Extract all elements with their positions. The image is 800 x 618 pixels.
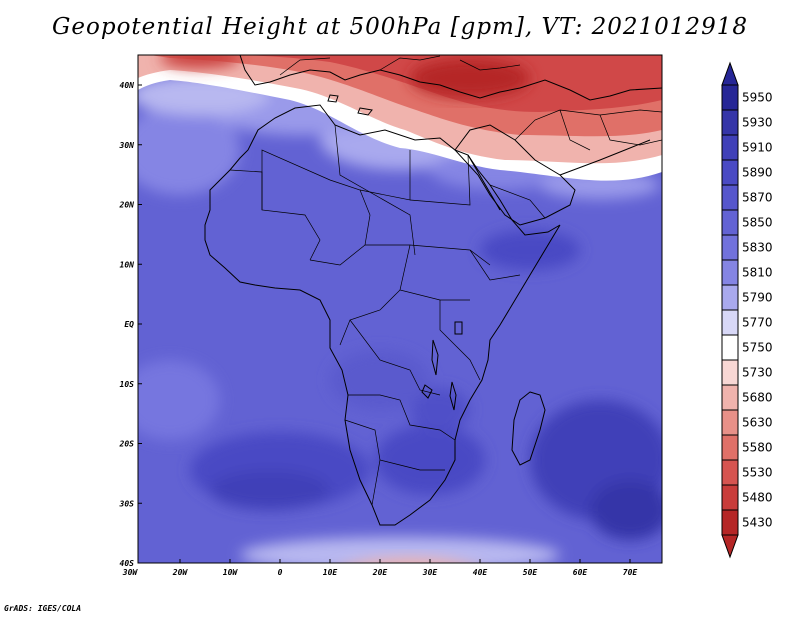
colorbar-label-5580: 5580: [742, 441, 773, 455]
colorbar-swatch-5810: [721, 259, 739, 286]
colorbar-label-5530: 5530: [742, 466, 773, 480]
colorbar-label-5680: 5680: [742, 391, 773, 405]
longitude-labels: 30W 20W 10W 0 10E 20E 30E 40E 50E 60E 70E: [122, 568, 638, 577]
lon-label-2: 10W: [223, 568, 239, 577]
colorbar-swatch-5890: [721, 159, 739, 186]
colorbar-swatch-5730: [721, 359, 739, 386]
lon-label-3: 0: [278, 568, 283, 577]
lat-label-4: EQ: [124, 320, 134, 329]
colorbar-swatch-5870: [721, 184, 739, 211]
colorbar-swatch-5680: [721, 384, 739, 411]
colorbar-swatch-5580: [721, 434, 739, 461]
colorbar-swatch-5430: [721, 509, 739, 536]
lon-label-1: 20W: [172, 568, 189, 577]
colorbar-label-5890: 5890: [742, 166, 773, 180]
latitude-labels: 40N 30N 20N 10N EQ 10S 20S 30S 40S: [119, 81, 135, 568]
colorbar-swatch-5480: [721, 484, 739, 511]
grads-credit: GrADS: IGES/COLA: [4, 604, 82, 613]
colorbar-swatch-5790: [721, 284, 739, 311]
lat-label-6: 20S: [119, 440, 135, 449]
height-field: [138, 55, 662, 563]
colorbar-label-5810: 5810: [742, 266, 773, 280]
lat-label-2: 20N: [119, 201, 135, 210]
colorbar-under-arrow: [721, 534, 739, 559]
colorbar-label-5910: 5910: [742, 141, 773, 155]
lat-label-1: 30N: [119, 141, 135, 150]
colorbar-label-5430: 5430: [742, 516, 773, 530]
colorbar-swatch-5750: [721, 334, 739, 361]
axis-ticks: [138, 84, 631, 564]
colorbar-swatch-5930: [721, 109, 739, 136]
lon-label-10: 70E: [623, 568, 638, 577]
lat-label-7: 30S: [119, 499, 135, 508]
map-frame: [137, 54, 663, 564]
colorbar: 5950 5930 5910 5890 5870 5850 5830 5810 5790 5770…: [721, 61, 773, 559]
map-title: Geopotential Height at 500hPa [gpm], VT:…: [52, 14, 748, 40]
colorbar-swatch-5770: [721, 309, 739, 336]
colorbar-over-arrow: [721, 61, 739, 86]
lat-label-8: 40S: [120, 559, 135, 568]
colorbar-label-5850: 5850: [742, 216, 773, 230]
colorbar-swatch-5950: [721, 84, 739, 111]
lon-label-6: 30E: [422, 568, 438, 577]
lon-label-0: 30W: [122, 568, 139, 577]
colorbar-label-5950: 5950: [742, 91, 773, 105]
colorbar-swatch-5630: [721, 409, 739, 436]
country-borders: [229, 55, 662, 506]
lat-label-3: 10N: [120, 260, 135, 269]
lon-label-7: 40E: [473, 568, 488, 577]
colorbar-label-5930: 5930: [742, 116, 773, 130]
lon-label-9: 60E: [573, 568, 588, 577]
colorbar-swatch-5850: [721, 209, 739, 236]
lat-label-5: 10S: [120, 380, 135, 389]
colorbar-label-5750: 5750: [742, 341, 773, 355]
colorbar-label-5730: 5730: [742, 366, 773, 380]
colorbar-label-5630: 5630: [742, 416, 773, 430]
lon-label-8: 50E: [523, 568, 538, 577]
lat-label-0: 40N: [120, 81, 135, 90]
colorbar-label-5870: 5870: [742, 191, 773, 205]
colorbar-swatch-5530: [721, 459, 739, 486]
coastlines: [204, 55, 662, 526]
lon-label-5: 20E: [372, 568, 388, 577]
colorbar-label-5830: 5830: [742, 241, 773, 255]
lon-label-4: 10E: [323, 568, 338, 577]
colorbar-label-5480: 5480: [742, 491, 773, 505]
colorbar-label-5770: 5770: [742, 316, 773, 330]
colorbar-swatch-5910: [721, 134, 739, 161]
colorbar-label-5790: 5790: [742, 291, 773, 305]
colorbar-swatch-5830: [721, 234, 739, 261]
